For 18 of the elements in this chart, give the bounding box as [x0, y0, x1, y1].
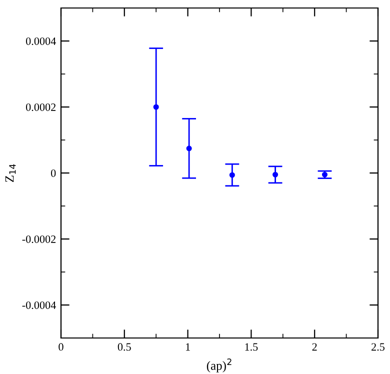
x-tick-label: 2 [312, 343, 317, 351]
x-tick-label: 2.5 [372, 343, 385, 351]
y-tick-label: -0.0002 [22, 235, 56, 244]
x-tick-label: 1 [186, 343, 190, 351]
point [186, 146, 192, 152]
y-tick-label: 0.0002 [26, 103, 56, 112]
point [153, 104, 159, 110]
y-tick-label: 0.0004 [26, 37, 56, 46]
point [322, 172, 328, 178]
point [229, 172, 235, 178]
x-tick-label: 1.5 [245, 343, 258, 351]
y-tick-label: 0 [51, 169, 56, 177]
y-tick-label: -0.0004 [22, 301, 56, 310]
x-axis-title: (ap)$^{2}$ [206, 358, 232, 372]
y-axis-title: Z$_{14}$ [5, 164, 16, 182]
point [272, 172, 278, 178]
x-tick-label: 0.5 [118, 343, 131, 351]
x-tick-label: 0 [58, 343, 64, 351]
